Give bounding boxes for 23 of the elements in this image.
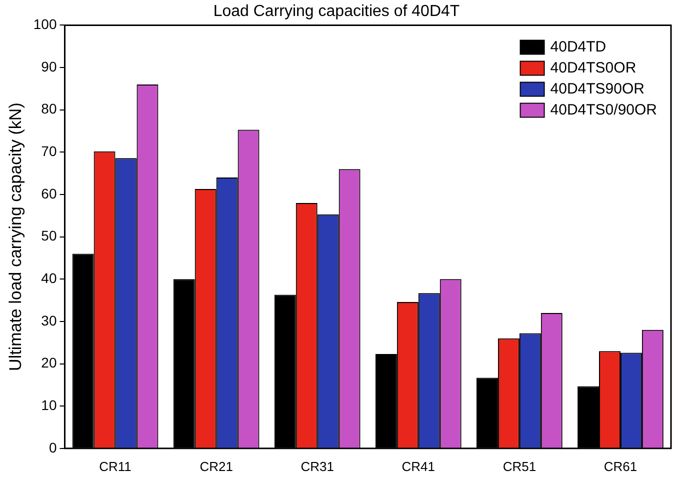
y-tick-label: 30 <box>41 312 57 328</box>
x-tick-label: CR61 <box>604 458 638 474</box>
y-tick-label: 90 <box>41 58 57 74</box>
legend-label: 40D4TD <box>550 38 606 56</box>
y-tick-label: 10 <box>41 396 57 413</box>
legend-label: 40D4TS0/90OR <box>550 101 658 118</box>
x-tick-label: CR51 <box>502 458 536 474</box>
y-tick-label: 40 <box>41 270 57 286</box>
legend-label: 40D4TS90OR <box>550 80 645 98</box>
y-tick-label: 60 <box>41 185 57 202</box>
x-tick-label: CR41 <box>402 458 436 474</box>
y-tick-label: 50 <box>41 228 57 244</box>
legend-label: 40D4TS0OR <box>550 59 636 76</box>
y-tick-label: 20 <box>41 354 57 371</box>
y-tick-label: 80 <box>41 100 57 117</box>
y-tick-label: 0 <box>48 439 57 456</box>
x-tick-label: CR31 <box>300 458 334 474</box>
x-tick-label: CR21 <box>200 458 233 474</box>
y-tick-label: 100 <box>33 16 57 32</box>
chart-title: Load Carrying capacities of 40D4T <box>213 3 460 20</box>
y-tick-label: 70 <box>41 143 57 160</box>
x-tick-label: CR11 <box>99 458 132 474</box>
y-axis-title: Ultimate load carrying capacity (kN) <box>6 102 25 371</box>
